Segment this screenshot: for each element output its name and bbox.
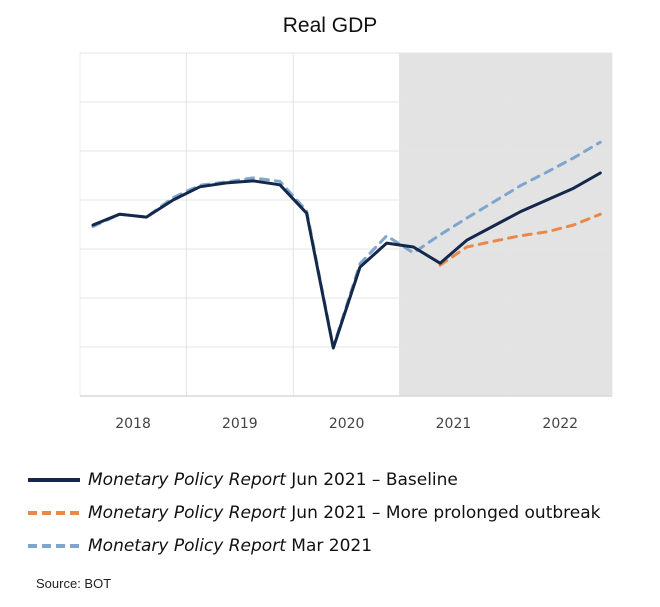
x-tick-label: 2022 (542, 416, 578, 432)
chart-title: Real GDP (282, 14, 378, 37)
legend-item: Monetary Policy Report Jun 2021 – Baseli… (28, 463, 600, 496)
legend-label: Monetary Policy Report Mar 2021 (88, 535, 373, 556)
series-prolonged-outbreak-line (438, 212, 602, 267)
x-tick-label: 2020 (329, 416, 365, 432)
x-tick-label: 2019 (222, 416, 258, 432)
legend-label: Monetary Policy Report Jun 2021 – More p… (88, 502, 601, 523)
line-chart: 2018 2019 2020 2021 2022 (79, 52, 613, 432)
legend-swatch (28, 543, 80, 548)
legend: Monetary Policy Report Jun 2021 – Baseli… (28, 463, 600, 562)
x-tick-label: 2021 (436, 416, 472, 432)
legend-item: Monetary Policy Report Jun 2021 – More p… (28, 496, 600, 529)
forecast-shade (399, 53, 612, 396)
legend-swatch (28, 510, 80, 515)
legend-item: Monetary Policy Report Mar 2021 (28, 529, 600, 562)
x-tick-label: 2018 (115, 416, 151, 432)
series-baseline-line (91, 171, 602, 350)
source-note: Source: BOT (36, 576, 112, 591)
legend-label: Monetary Policy Report Jun 2021 – Baseli… (88, 469, 458, 490)
legend-swatch (28, 477, 80, 482)
